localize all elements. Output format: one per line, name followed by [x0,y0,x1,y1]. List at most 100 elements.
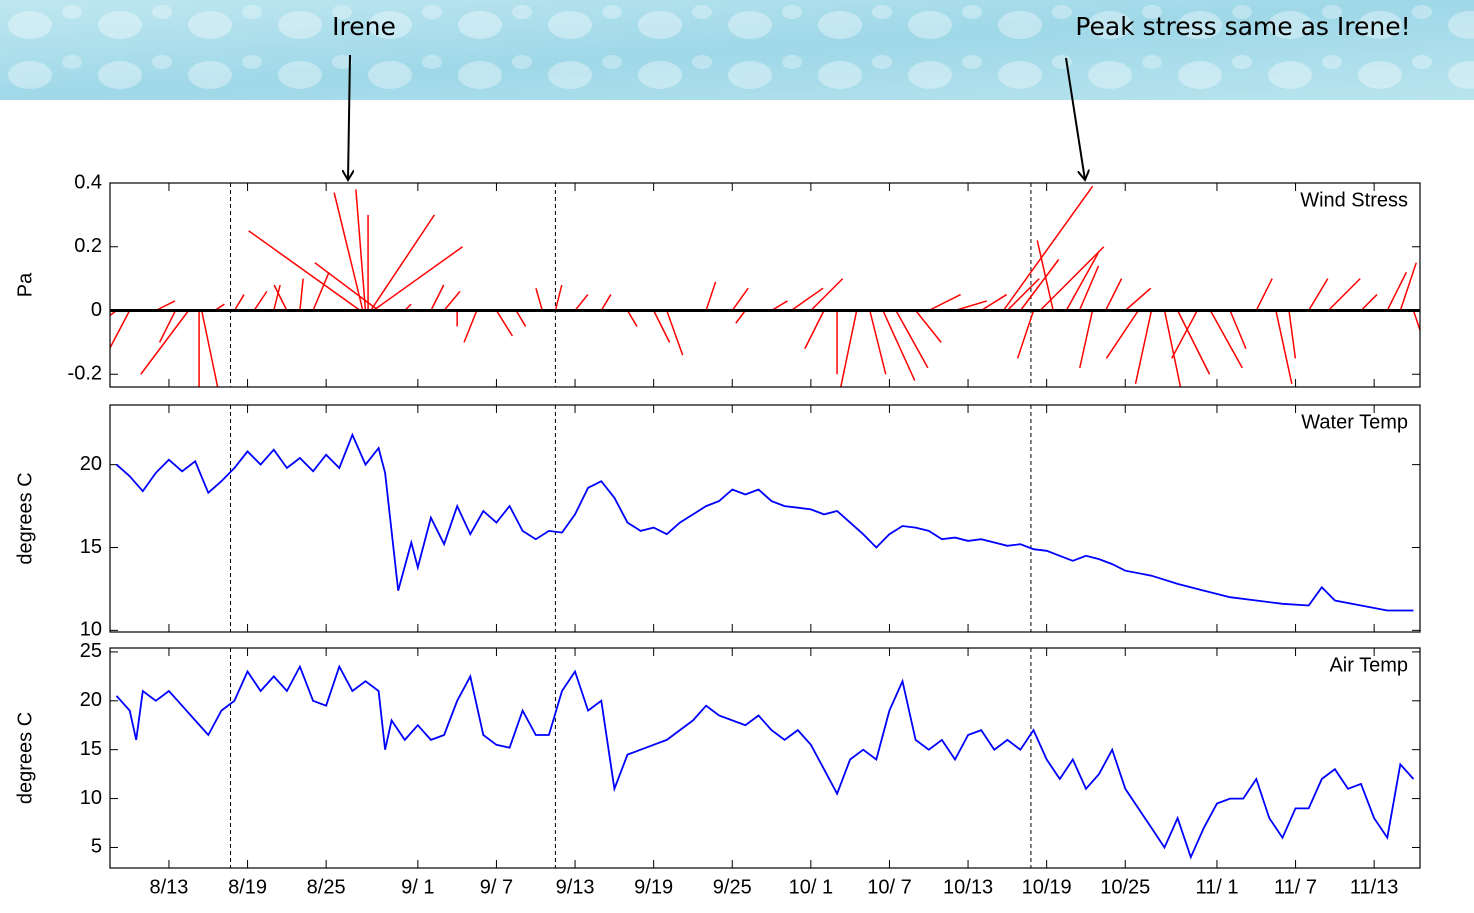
stick [443,290,461,311]
x-tick-label: 9/25 [713,876,752,898]
y-tick-label: 0.4 [74,171,102,193]
y-tick-label: 10 [80,787,102,809]
plot-area [110,183,1420,387]
stick [333,192,364,311]
stick [626,310,638,327]
stick [1065,252,1099,311]
stick [430,284,445,311]
stick [652,310,671,343]
y-axis-label: degrees C [14,712,36,804]
stick [1016,310,1035,359]
stick [915,310,942,343]
stick [980,293,1008,312]
plot-content [115,664,1415,860]
stick [600,294,612,311]
plot-area [110,648,1420,868]
stick [574,294,589,311]
stick [928,293,961,312]
stick [140,310,190,375]
stick [1209,310,1243,369]
stick [1006,278,1040,312]
plot-area [110,405,1420,632]
y-tick-label: -0.2 [68,363,102,385]
stick [273,284,288,311]
panel-title: Air Temp [1329,654,1408,676]
y-axis-label: degrees C [14,472,36,564]
stick [869,310,887,375]
stick [882,310,916,381]
x-tick-label: 11/13 [1350,876,1399,898]
stick [1104,278,1123,311]
panel-title: Water Temp [1301,411,1408,433]
x-tick-label: 10/ 7 [867,876,911,898]
stick [233,294,245,311]
y-tick-label: 0.2 [74,235,102,257]
stick [810,278,844,312]
arrow [1065,57,1085,180]
stick [299,278,304,311]
stick [253,290,268,311]
x-tick-label: 8/19 [228,876,267,898]
stick [1124,287,1152,312]
series-line [115,432,1414,612]
stick [370,214,436,311]
stick [1134,310,1153,384]
stick [158,310,177,343]
x-tick-label: 10/25 [1100,876,1150,898]
stick [463,310,478,343]
stick [535,287,544,311]
stick [355,189,367,311]
y-tick-label: 10 [80,619,102,641]
x-tick-label: 9/19 [634,876,673,898]
stick [1002,185,1094,311]
stick [771,300,788,312]
stick [273,284,281,311]
y-axis-label: Pa [14,272,36,297]
x-tick-label: 8/25 [307,876,346,898]
stick [1036,240,1054,311]
series-line [115,664,1415,860]
stick [1275,310,1293,384]
stick [200,310,219,387]
stick [1229,310,1247,350]
stick [155,300,176,312]
y-tick-label: 20 [80,689,102,711]
stick [1308,278,1329,311]
stick [1019,259,1060,311]
stick [495,310,514,337]
x-tick-label: 10/ 1 [789,876,833,898]
stick [1105,310,1139,359]
plot-frame [109,182,1421,388]
x-tick-label: 9/13 [556,876,595,898]
stick [312,271,330,311]
stick [1171,310,1198,359]
plot-content [110,185,1420,387]
stick [731,287,749,311]
annotation: Irene [332,12,396,41]
stick [804,310,825,350]
y-tick-label: 15 [80,536,102,558]
annotation: Peak stress same as Irene! [1075,12,1410,41]
stick [110,310,131,350]
stick [840,310,858,387]
y-tick-label: 20 [80,453,102,475]
x-tick-label: 11/ 7 [1274,876,1317,898]
stick [248,230,361,312]
x-tick-label: 10/13 [943,876,993,898]
stick [515,310,527,327]
stick [954,300,988,312]
stick [1079,310,1094,369]
stick [1360,294,1378,312]
y-tick-label: 15 [80,738,102,760]
stick [1163,310,1182,387]
x-tick-label: 8/13 [149,876,188,898]
banner-pattern [0,0,1474,100]
y-tick-label: 0 [91,299,102,321]
stick [1412,310,1420,333]
panel-title: Wind Stress [1300,189,1408,211]
stick [1078,265,1100,311]
x-tick-label: 9/ 7 [480,876,513,898]
x-tick-label: 10/19 [1022,876,1072,898]
plot-content [115,432,1414,612]
